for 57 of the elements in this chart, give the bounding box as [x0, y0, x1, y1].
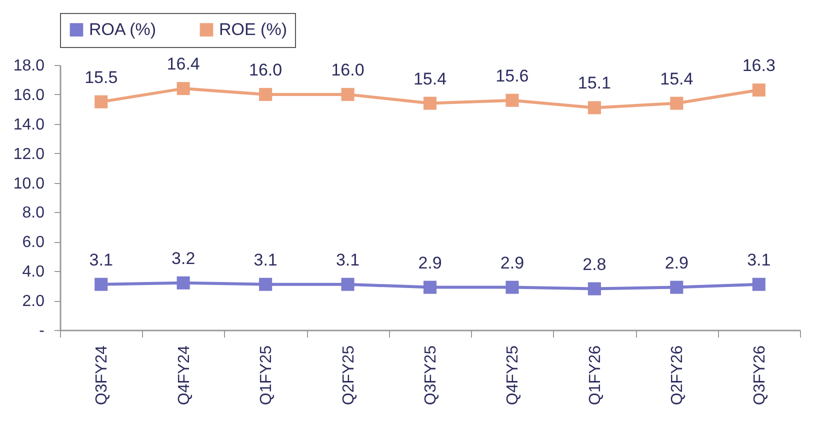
y-tick-label: 6.0 [22, 234, 45, 252]
point [423, 280, 437, 294]
point [588, 101, 601, 114]
x-tick-label: Q4FY24 [176, 345, 193, 406]
data-label: 15.5 [84, 68, 118, 87]
point [259, 278, 272, 291]
x-tick-label: Q4FY25 [504, 345, 522, 406]
x-tick-label: Q1FY25 [258, 345, 276, 406]
point [670, 280, 684, 294]
data-label: 16.4 [166, 54, 200, 74]
x-tick-label: Q2FY26 [669, 345, 686, 406]
legend-label: ROE (%) [219, 20, 287, 39]
y-tick-label: 10.0 [13, 175, 45, 192]
y-tick-label: 2.0 [22, 293, 45, 310]
data-label: 3.2 [172, 248, 196, 268]
point [176, 82, 190, 96]
data-label: 2.9 [664, 253, 688, 272]
y-tick-label: 16.0 [13, 86, 45, 104]
point [176, 276, 190, 290]
point [259, 88, 272, 101]
y-tick-label: 14.0 [13, 116, 45, 134]
data-label: 2.9 [500, 253, 524, 272]
data-label: 2.9 [418, 253, 442, 272]
point [670, 96, 684, 110]
data-label: 16.0 [331, 60, 364, 80]
data-label: 2.8 [582, 254, 606, 274]
legend-label: ROA (%) [89, 20, 156, 39]
y-tick-label: - [39, 322, 44, 340]
point [341, 278, 354, 291]
data-label: 3.1 [89, 250, 113, 270]
point [423, 96, 437, 110]
point [752, 278, 766, 291]
data-label: 3.1 [254, 250, 278, 270]
data-label: 16.0 [249, 60, 282, 80]
point [94, 95, 108, 108]
data-label: 3.1 [336, 250, 360, 270]
x-tick-label: Q3FY25 [422, 345, 440, 406]
data-label: 15.1 [578, 74, 611, 93]
y-tick-label: 8.0 [22, 204, 45, 222]
data-label: 16.3 [742, 56, 776, 76]
x-tick-label: Q3FY26 [751, 345, 768, 406]
y-tick-label: 12.0 [13, 146, 45, 163]
point [94, 278, 108, 291]
x-tick-label: Q1FY26 [586, 345, 604, 406]
point [506, 94, 519, 107]
point [588, 282, 601, 296]
point [341, 88, 354, 101]
point [506, 280, 519, 294]
data-label: 15.4 [413, 69, 447, 88]
data-label: 15.6 [496, 66, 529, 86]
y-tick-label: 18.0 [13, 58, 45, 74]
data-label: 3.1 [747, 250, 771, 270]
data-label: 15.4 [660, 69, 694, 88]
point [752, 84, 766, 97]
x-tick-label: Q2FY25 [340, 345, 358, 406]
y-tick-label: 4.0 [22, 264, 45, 281]
x-tick-label: Q3FY24 [94, 345, 111, 406]
